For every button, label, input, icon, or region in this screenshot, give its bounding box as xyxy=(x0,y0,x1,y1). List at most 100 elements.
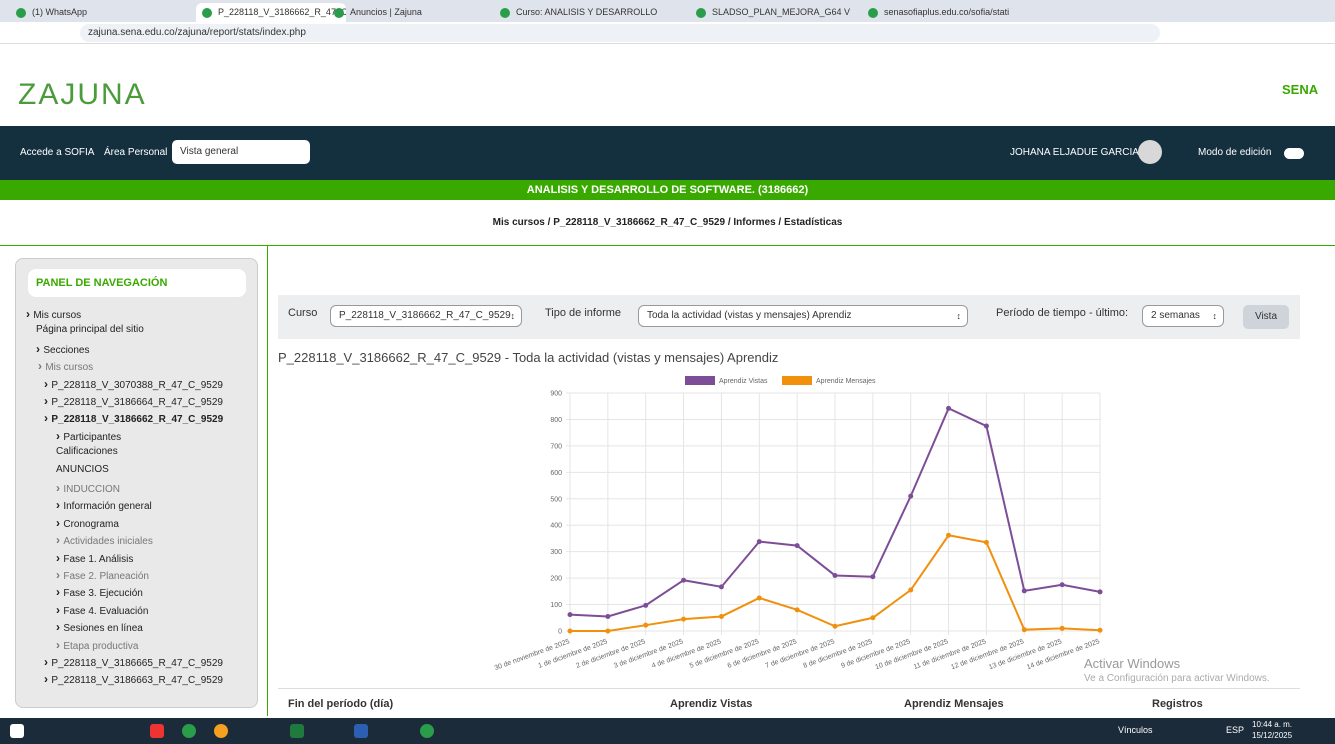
nav-item[interactable]: Etapa productiva xyxy=(56,638,138,652)
nav-item[interactable]: P_228118_V_3186665_R_47_C_9529 xyxy=(44,655,223,669)
taskbar-text[interactable]: ESP xyxy=(1226,725,1244,735)
browser-tab[interactable]: Curso: ANALISIS Y DESARROLLO xyxy=(494,3,684,22)
app-icon[interactable] xyxy=(150,724,164,738)
data-point xyxy=(1060,582,1065,587)
data-point xyxy=(605,614,610,619)
y-tick-label: 800 xyxy=(550,417,562,424)
browser-tab[interactable]: SLADSO_PLAN_MEJORA_G64 V xyxy=(690,3,860,22)
column-header[interactable]: Aprendiz Vistas xyxy=(670,698,752,710)
period-select[interactable]: 2 semanas xyxy=(1142,305,1224,327)
column-header[interactable]: Fin del período (día) xyxy=(288,698,393,710)
filters: Curso P_228118_V_3186662_R_47_C_9529 Tip… xyxy=(278,295,1300,339)
nav-item[interactable]: Fase 4. Evaluación xyxy=(56,603,148,617)
data-point xyxy=(908,494,913,499)
y-tick-label: 100 xyxy=(550,602,562,609)
legend-swatch xyxy=(685,376,715,385)
y-tick-label: 500 xyxy=(550,496,562,503)
label: Curso xyxy=(288,307,317,319)
course-banner: ANALISIS Y DESARROLLO DE SOFTWARE. (3186… xyxy=(0,180,1335,200)
clock-time[interactable]: 10:44 a. m. xyxy=(1252,720,1292,729)
data-point xyxy=(984,424,989,429)
nav-item[interactable]: Mis cursos xyxy=(26,307,81,321)
nav-item[interactable]: Participantes xyxy=(56,429,121,443)
nav-item[interactable]: P_228118_V_3186664_R_47_C_9529 xyxy=(44,394,223,408)
nav-item[interactable]: ANUNCIOS xyxy=(56,464,109,475)
browser-tab[interactable]: (1) WhatsApp xyxy=(10,3,190,22)
url[interactable]: zajuna.sena.edu.co/zajuna/report/stats/i… xyxy=(88,25,306,41)
column-header[interactable]: Registros xyxy=(1152,698,1203,710)
divider xyxy=(0,245,1335,246)
browser-tab[interactable]: senasofiaplus.edu.co/sofia/stati xyxy=(862,3,1012,22)
app-icon[interactable] xyxy=(420,724,434,738)
nav-item[interactable]: P_228118_V_3186663_R_47_C_9529 xyxy=(44,672,223,686)
legend-label: Aprendiz Vistas xyxy=(719,378,768,385)
view-select[interactable]: Vista general xyxy=(172,140,310,164)
nav-item[interactable]: P_228118_V_3186662_R_47_C_9529 xyxy=(44,411,223,425)
legend-label: Aprendiz Mensajes xyxy=(816,378,876,385)
nav-item[interactable]: P_228118_V_3070388_R_47_C_9529 xyxy=(44,377,223,391)
y-tick-label: 600 xyxy=(550,470,562,477)
taskbar: Vínculos ESP 10:44 a. m. 15/12/2025 xyxy=(0,718,1335,744)
y-tick-label: 900 xyxy=(550,391,562,398)
label: Tipo de informe xyxy=(545,307,621,319)
browser-tab[interactable]: Anuncios | Zajuna xyxy=(328,3,488,22)
edit-toggle[interactable] xyxy=(1284,148,1304,159)
nav-item[interactable]: Mis cursos xyxy=(38,359,93,373)
watermark: Ve a Configuración para activar Windows. xyxy=(1084,673,1270,684)
data-point xyxy=(795,543,800,548)
taskbar-text[interactable]: Vínculos xyxy=(1118,725,1153,735)
legend-swatch xyxy=(782,376,812,385)
data-point xyxy=(643,603,648,608)
app-icon[interactable] xyxy=(354,724,368,738)
data-point xyxy=(984,540,989,545)
nav-item[interactable]: Página principal del sitio xyxy=(36,324,144,335)
data-point xyxy=(681,617,686,622)
nav-item[interactable]: Sesiones en línea xyxy=(56,620,143,634)
nav-item[interactable]: Secciones xyxy=(36,342,89,356)
view-button[interactable]: Vista xyxy=(1243,305,1289,329)
app-icon[interactable] xyxy=(290,724,304,738)
nav-link[interactable]: Accede a SOFIA xyxy=(20,147,94,158)
report-select[interactable]: Toda la actividad (vistas y mensajes) Ap… xyxy=(638,305,968,327)
data-point xyxy=(1060,626,1065,631)
logo[interactable]: ZAJUNA xyxy=(18,78,147,112)
y-tick-label: 300 xyxy=(550,549,562,556)
breadcrumb-item[interactable]: Mis cursos xyxy=(493,217,545,228)
data-point xyxy=(643,623,648,628)
table-header: Fin del período (día) Aprendiz Vistas Ap… xyxy=(278,688,1300,718)
report-title: P_228118_V_3186662_R_47_C_9529 - Toda la… xyxy=(278,350,778,365)
browser-tab[interactable]: P_228118_V_3186662_R_47_C_9 xyxy=(196,3,346,22)
data-point xyxy=(1098,628,1103,633)
nav-item[interactable]: Actividades iniciales xyxy=(56,533,153,547)
nav-item[interactable]: Fase 3. Ejecución xyxy=(56,585,143,599)
clock-date[interactable]: 15/12/2025 xyxy=(1252,731,1292,740)
data-point xyxy=(1098,589,1103,594)
nav-item[interactable]: Fase 1. Análisis xyxy=(56,551,133,565)
edit-mode[interactable]: Modo de edición xyxy=(1198,147,1271,158)
data-point xyxy=(568,629,573,634)
nav-item[interactable]: Calificaciones xyxy=(56,446,118,457)
breadcrumb-item[interactable]: P_228118_V_3186662_R_47_C_9529 xyxy=(545,217,725,228)
brand-logo: SENA xyxy=(1282,82,1318,97)
breadcrumb-item[interactable]: Informes xyxy=(725,217,776,228)
nav-item[interactable]: Cronograma xyxy=(56,516,119,530)
start-icon[interactable] xyxy=(10,724,24,738)
data-point xyxy=(1022,588,1027,593)
avatar[interactable] xyxy=(1138,140,1162,164)
data-point xyxy=(757,595,762,600)
app-icon[interactable] xyxy=(214,724,228,738)
app-icon[interactable] xyxy=(182,724,196,738)
data-point xyxy=(946,406,951,411)
nav-item[interactable]: Información general xyxy=(56,498,152,512)
nav-item[interactable]: Fase 2. Planeación xyxy=(56,568,149,582)
course-select[interactable]: P_228118_V_3186662_R_47_C_9529 xyxy=(330,305,522,327)
nav-link[interactable]: Área Personal xyxy=(104,147,167,158)
page: (1) WhatsAppP_228118_V_3186662_R_47_C_9A… xyxy=(0,0,1335,744)
data-point xyxy=(870,615,875,620)
nav-item[interactable]: INDUCCION xyxy=(56,481,120,495)
sidebar-title: PANEL DE NAVEGACIÓN xyxy=(28,269,246,297)
column-header[interactable]: Aprendiz Mensajes xyxy=(904,698,1004,710)
user-name[interactable]: JOHANA ELJADUE GARCIA xyxy=(1010,147,1139,158)
breadcrumb-item[interactable]: Estadísticas xyxy=(776,217,843,228)
